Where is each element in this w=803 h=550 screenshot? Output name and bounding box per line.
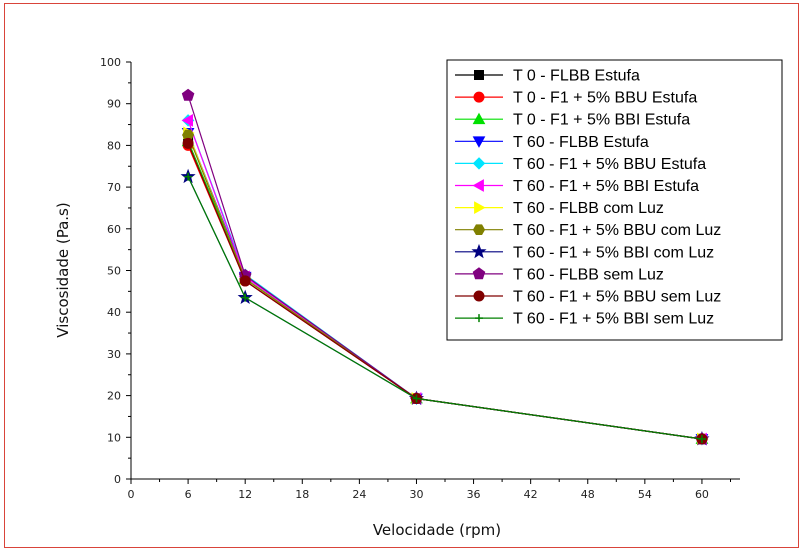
legend-marker <box>472 112 486 125</box>
y-tick-label: 40 <box>107 306 121 319</box>
x-tick-label: 24 <box>352 488 366 501</box>
x-tick-label: 30 <box>409 488 423 501</box>
legend-label: T 0 - FLBB Estufa <box>513 68 640 85</box>
legend-marker <box>472 136 486 148</box>
y-tick-label: 70 <box>107 181 121 194</box>
x-tick-label: 48 <box>581 488 595 501</box>
legend-label: T 0 - F1 + 5% BBU Estufa <box>513 90 697 107</box>
legend-marker <box>474 70 484 80</box>
data-point <box>239 275 251 287</box>
y-tick-label: 50 <box>107 265 121 278</box>
legend-entry: T 0 - F1 + 5% BBI Estufa <box>455 112 690 129</box>
legend-entry: T 60 - FLBB com Luz <box>455 200 664 217</box>
legend-entry: T 60 - F1 + 5% BBU sem Luz <box>455 289 721 306</box>
legend-label: T 60 - F1 + 5% BBU Estufa <box>513 156 706 173</box>
x-tick-label: 60 <box>695 488 709 501</box>
legend-marker <box>475 314 483 323</box>
legend-marker <box>474 201 486 214</box>
legend-marker <box>473 91 485 103</box>
data-point <box>182 137 194 149</box>
legend-entry: T 60 - F1 + 5% BBI com Luz <box>455 243 714 261</box>
legend-entry: T 60 - F1 + 5% BBU Estufa <box>455 156 706 173</box>
x-tick-label: 6 <box>185 488 192 501</box>
y-tick-label: 90 <box>107 98 121 111</box>
x-tick-label: 36 <box>467 488 481 501</box>
legend-box <box>446 59 783 341</box>
legend-label: T 60 - F1 + 5% BBU sem Luz <box>513 289 721 306</box>
legend-label: T 60 - FLBB Estufa <box>513 134 649 151</box>
data-point <box>697 434 706 443</box>
legend-marker <box>473 290 485 302</box>
x-tick-label: 0 <box>128 488 135 501</box>
legend: T 0 - FLBB Estufa T 0 - F1 + 5% BBU Estuf… <box>446 59 783 341</box>
legend-entry: T 0 - FLBB Estufa <box>455 68 640 85</box>
x-tick-label: 18 <box>295 488 309 501</box>
series-layer <box>180 88 710 446</box>
y-tick-label: 80 <box>107 139 121 152</box>
legend-marker <box>471 243 487 259</box>
legend-label: T 60 - F1 + 5% BBI Estufa <box>513 178 699 195</box>
x-axis-title: Velocidade (rpm) <box>373 521 501 539</box>
y-axis-title: Viscosidade (Pa.s) <box>54 202 72 337</box>
data-point <box>181 88 195 101</box>
data-point <box>412 394 421 403</box>
legend-marker <box>472 267 486 280</box>
legend-label: T 60 - F1 + 5% BBU com Luz <box>513 222 721 239</box>
series-line <box>187 176 703 440</box>
legend-marker <box>472 157 486 170</box>
legend-marker <box>472 179 484 192</box>
legend-entry: T 60 - F1 + 5% BBI Estufa <box>455 178 699 195</box>
data-point <box>241 293 250 302</box>
axes: 0 6 12 18 24 30 36 42 48 54 60 0 10 20 30 40 50 60 70 80 90 1… <box>100 56 740 501</box>
y-tick-label: 60 <box>107 223 121 236</box>
legend-entry: T 0 - F1 + 5% BBU Estufa <box>455 90 697 107</box>
x-tick-label: 12 <box>238 488 252 501</box>
legend-label: T 60 - FLBB com Luz <box>513 200 664 217</box>
legend-entry: T 60 - F1 + 5% BBU com Luz <box>455 222 721 239</box>
x-tick-label: 42 <box>524 488 538 501</box>
y-tick-label: 100 <box>100 56 121 69</box>
y-tick-label: 0 <box>114 473 121 486</box>
y-tick-label: 10 <box>107 431 121 444</box>
legend-label: T 60 - FLBB sem Luz <box>513 266 664 283</box>
legend-label: T 60 - F1 + 5% BBI sem Luz <box>513 311 714 328</box>
legend-entry: T 60 - F1 + 5% BBI sem Luz <box>455 311 714 328</box>
y-tick-label: 30 <box>107 348 121 361</box>
series-11 <box>184 172 706 443</box>
legend-entry: T 60 - FLBB sem Luz <box>455 266 664 283</box>
legend-entry: T 60 - FLBB Estufa <box>455 134 649 151</box>
legend-label: T 60 - F1 + 5% BBI com Luz <box>513 244 714 261</box>
legend-marker <box>472 224 486 235</box>
data-point <box>184 172 193 181</box>
x-tick-label: 54 <box>638 488 652 501</box>
data-point <box>181 114 193 127</box>
legend-label: T 0 - F1 + 5% BBI Estufa <box>513 112 690 129</box>
y-tick-label: 20 <box>107 390 121 403</box>
